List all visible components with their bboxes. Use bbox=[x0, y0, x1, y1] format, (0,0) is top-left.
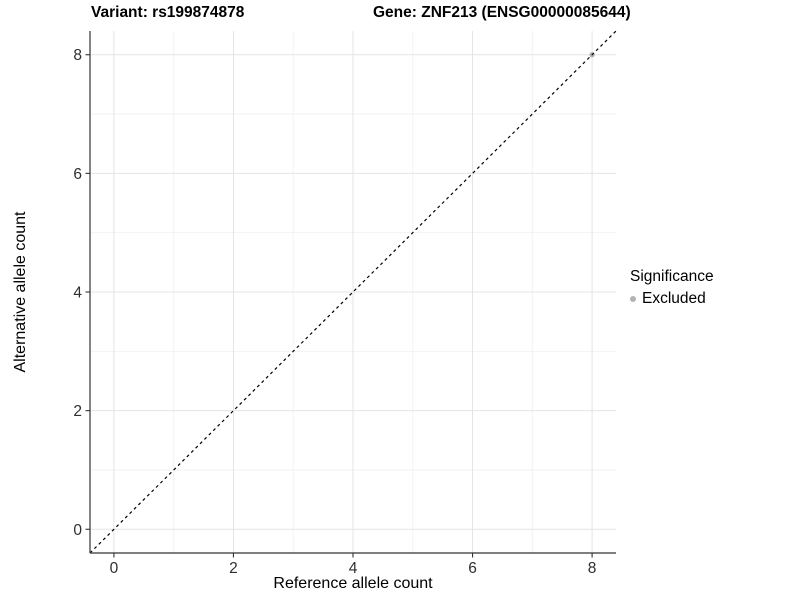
x-tick-label: 8 bbox=[588, 560, 597, 577]
y-axis-title: Alternative allele count bbox=[12, 211, 29, 373]
legend-point-icon bbox=[630, 296, 636, 302]
legend: Significance Excluded bbox=[630, 268, 714, 308]
y-tick-label: 2 bbox=[73, 403, 82, 420]
x-tick-label: 4 bbox=[349, 560, 358, 577]
legend-item-label: Excluded bbox=[642, 290, 706, 307]
y-tick-label: 8 bbox=[73, 47, 82, 64]
x-tick-label: 0 bbox=[110, 560, 119, 577]
y-tick-label: 6 bbox=[73, 166, 82, 183]
x-tick-label: 2 bbox=[229, 560, 238, 577]
x-axis-title: Reference allele count bbox=[273, 575, 433, 592]
legend-item-excluded: Excluded bbox=[630, 290, 714, 308]
legend-title: Significance bbox=[630, 268, 714, 285]
plot-title-gene: Gene: ZNF213 (ENSG00000085644) bbox=[373, 4, 631, 21]
y-tick-label: 4 bbox=[73, 285, 82, 302]
plot-title-variant: Variant: rs199874878 bbox=[91, 4, 245, 21]
y-tick-label: 0 bbox=[73, 522, 82, 539]
x-tick-label: 6 bbox=[468, 560, 477, 577]
